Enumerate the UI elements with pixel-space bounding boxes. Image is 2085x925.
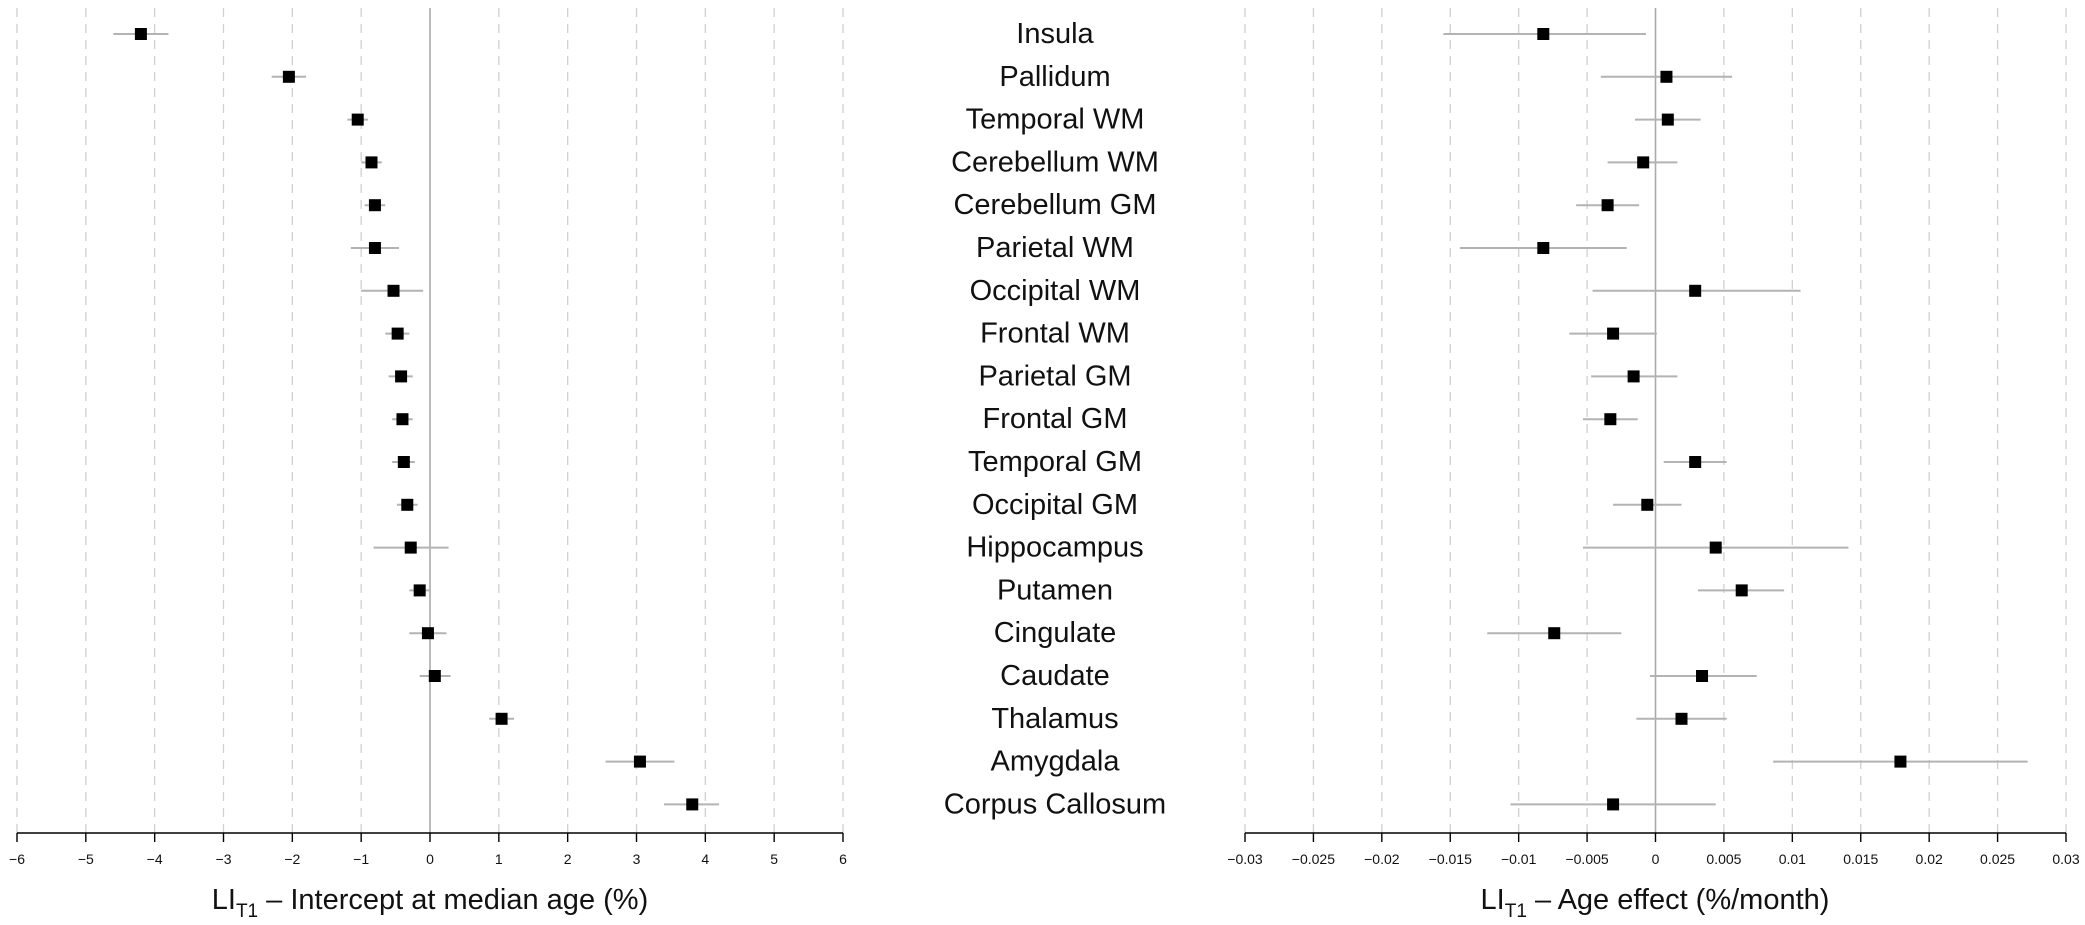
intercept-estimate-marker	[387, 284, 400, 297]
intercept-x-tick-label: 1	[495, 851, 503, 867]
intercept-estimate-marker	[134, 28, 147, 40]
region-label: Pallidum	[999, 61, 1110, 93]
intercept-estimate-marker	[395, 370, 408, 383]
age-effect-panel: −0.03 −0.025 −0.02 −0.015 −0.01 −0.005 0 0.005 0…	[1227, 8, 2080, 867]
intercept-x-tick-label: −4	[147, 851, 163, 867]
region-label: Insula	[1016, 18, 1094, 50]
intercept-x-tick-label: −1	[353, 851, 369, 867]
intercept-panel: −6 −5 −4 −3 −2 −1 0 1 2 3 4 5 6	[9, 8, 847, 867]
age-effect-x-tick-label: −0.015	[1429, 851, 1472, 867]
intercept-estimate-marker	[351, 113, 364, 126]
region-label: Temporal WM	[966, 104, 1145, 136]
age-effect-axis-title-main: LI	[1481, 884, 1505, 916]
intercept-x-tick-label: 3	[633, 851, 641, 867]
age-effect-estimate-marker	[1627, 370, 1640, 383]
age-effect-x-tick-label: 0	[1652, 851, 1660, 867]
region-label: Amygdala	[991, 746, 1121, 778]
age-effect-estimate-marker	[1607, 798, 1620, 811]
age-effect-x-tick-label: −0.03	[1227, 851, 1263, 867]
age-effect-estimate-marker	[1548, 627, 1561, 640]
intercept-estimate-marker	[428, 670, 441, 682]
intercept-x-tick-label: 2	[564, 851, 572, 867]
age-effect-x-tick-label: −0.01	[1501, 851, 1537, 867]
region-label: Parietal GM	[978, 360, 1131, 392]
intercept-axis-title-rest: – Intercept at median age (%)	[258, 884, 648, 916]
region-label: Caudate	[1000, 660, 1110, 692]
region-label: Hippocampus	[966, 532, 1143, 564]
age-effect-estimate-marker	[1604, 413, 1617, 426]
region-label: Cingulate	[994, 617, 1117, 649]
region-label: Occipital WM	[970, 275, 1141, 307]
age-effect-estimate-marker	[1696, 670, 1709, 682]
intercept-estimate-marker	[396, 413, 409, 426]
age-effect-x-tick-label: −0.025	[1292, 851, 1335, 867]
region-label: Corpus Callosum	[944, 788, 1166, 820]
intercept-x-tick-label: −3	[216, 851, 232, 867]
intercept-estimate-marker	[391, 327, 404, 340]
age-effect-x-tick-label: 0.03	[2052, 851, 2079, 867]
intercept-x-tick-label: 4	[701, 851, 709, 867]
age-effect-x-tick-label: 0.005	[1706, 851, 1741, 867]
intercept-estimate-marker	[368, 242, 381, 254]
intercept-estimate-marker	[401, 498, 414, 511]
intercept-x-tick-label: −6	[9, 851, 25, 867]
intercept-estimate-marker	[421, 627, 434, 640]
age-effect-estimate-marker	[1601, 199, 1614, 212]
age-effect-estimate-marker	[1607, 327, 1620, 340]
age-effect-axis-title-rest: – Age effect (%/month)	[1527, 884, 1830, 916]
age-effect-x-tick-label: −0.02	[1364, 851, 1400, 867]
intercept-axis-title-subscript: T1	[236, 901, 258, 922]
intercept-x-tick-label: −5	[78, 851, 94, 867]
region-label: Parietal WM	[976, 232, 1134, 264]
intercept-x-tick-label: 0	[426, 851, 434, 867]
age-effect-x-tick-label: 0.025	[1980, 851, 2015, 867]
region-label: Thalamus	[991, 703, 1118, 735]
age-effect-x-tick-label: 0.02	[1916, 851, 1943, 867]
age-effect-axis-title-subscript: T1	[1505, 901, 1527, 922]
intercept-estimate-marker	[282, 70, 295, 83]
intercept-estimate-marker	[686, 798, 699, 811]
age-effect-x-tick-label: 0.015	[1843, 851, 1878, 867]
age-effect-estimate-marker	[1537, 28, 1550, 40]
intercept-estimate-marker	[397, 456, 410, 468]
intercept-estimate-marker	[368, 199, 381, 212]
age-effect-estimate-marker	[1709, 541, 1722, 554]
region-label: Temporal GM	[968, 446, 1142, 478]
age-effect-estimate-marker	[1537, 242, 1550, 254]
age-effect-estimate-marker	[1689, 284, 1702, 297]
age-effect-estimate-marker	[1660, 70, 1673, 83]
intercept-estimate-marker	[365, 156, 378, 169]
intercept-x-tick-label: 5	[770, 851, 778, 867]
intercept-estimate-marker	[495, 712, 508, 725]
region-label: Frontal WM	[980, 318, 1130, 350]
age-effect-estimate-marker	[1637, 156, 1650, 169]
age-effect-axis-title: LIT1 – Age effect (%/month)	[1481, 884, 1830, 922]
intercept-axis-title-main: LI	[212, 884, 236, 916]
age-effect-x-tick-label: 0.01	[1779, 851, 1806, 867]
age-effect-estimate-marker	[1641, 498, 1654, 511]
intercept-axis-title: LIT1 – Intercept at median age (%)	[212, 884, 648, 922]
intercept-x-tick-label: 6	[839, 851, 847, 867]
intercept-estimate-marker	[633, 755, 646, 768]
region-label: Cerebellum GM	[953, 189, 1156, 221]
region-label: Occipital GM	[972, 489, 1138, 521]
region-label: Frontal GM	[982, 403, 1127, 435]
age-effect-estimate-marker	[1735, 584, 1748, 597]
region-labels: Insula Pallidum Temporal WM Cerebellum WM Ce…	[944, 18, 1166, 820]
intercept-x-tick-label: −2	[284, 851, 300, 867]
age-effect-estimate-marker	[1661, 113, 1674, 126]
intercept-estimate-marker	[413, 584, 426, 597]
age-effect-estimate-marker	[1689, 456, 1702, 468]
intercept-estimate-marker	[404, 541, 417, 554]
age-effect-x-tick-label: −0.005	[1565, 851, 1608, 867]
age-effect-estimate-marker	[1675, 712, 1688, 725]
region-label: Cerebellum WM	[951, 146, 1159, 178]
age-effect-estimate-marker	[1894, 755, 1907, 768]
region-label: Putamen	[997, 574, 1113, 606]
